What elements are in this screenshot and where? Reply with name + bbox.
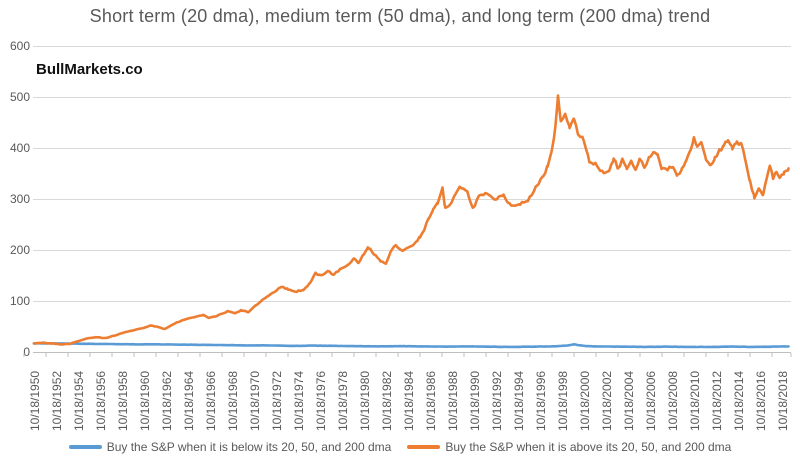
x-axis-tick-label: 10/18/2000 [578,371,592,431]
x-axis-tick-label: 10/18/1980 [358,371,372,431]
x-axis-tick-label: 10/18/2006 [644,371,658,431]
legend-label-above: Buy the S&P when it is above its 20, 50,… [445,440,732,454]
y-axis-tick-label: 500 [10,90,30,104]
x-axis-tick-label: 10/18/1998 [556,371,570,431]
legend-item-below: Buy the S&P when it is below its 20, 50,… [68,440,392,454]
x-axis-tick-label: 10/18/2018 [776,371,790,431]
watermark: BullMarkets.co [36,61,143,78]
x-axis-tick-label: 10/18/1996 [534,371,548,431]
y-axis-tick-label: 300 [10,192,30,206]
x-axis-tick-label: 10/18/2014 [732,371,746,431]
legend: Buy the S&P when it is below its 20, 50,… [0,437,800,457]
legend-line-sample-below [68,445,102,449]
legend-item-above: Buy the S&P when it is above its 20, 50,… [407,440,731,454]
x-axis-tick-label: 10/18/2016 [754,371,768,431]
x-axis-tick-label: 10/18/1970 [248,371,262,431]
x-axis-tick-label: 10/18/1990 [468,371,482,431]
x-axis-tick-label: 10/18/1958 [116,371,130,431]
x-axis-tick-label: 10/18/1992 [490,371,504,431]
x-axis-tick-label: 10/18/1982 [380,371,394,431]
x-axis-tick-label: 10/18/1956 [94,371,108,431]
x-axis-tick-label: 10/18/1984 [402,371,416,431]
x-axis-tick-label: 10/18/1964 [182,371,196,431]
x-axis-tick-label: 10/18/1952 [50,371,64,431]
legend-label-below: Buy the S&P when it is below its 20, 50,… [106,440,392,454]
x-axis-tick-label: 10/18/1976 [314,371,328,431]
series-line-above [32,94,790,346]
x-axis-tick-label: 10/18/1978 [336,371,350,431]
x-axis-tick-label: 10/18/1974 [292,371,306,431]
x-axis-tick-label: 10/18/2002 [600,371,614,431]
x-axis-tick-label: 10/18/1988 [446,371,460,431]
x-axis-tick-label: 10/18/2010 [688,371,702,431]
x-axis-tick-label: 10/18/1950 [28,371,42,431]
legend-line-sample-above [407,445,441,449]
y-axis-tick-label: 600 [10,39,30,53]
x-axis-tick-label: 10/18/2004 [622,371,636,431]
y-axis-tick-label: 0 [23,345,30,359]
x-axis-tick-label: 10/18/1986 [424,371,438,431]
x-axis-tick-label: 10/18/1994 [512,371,526,431]
x-axis-tick-label: 10/18/1972 [270,371,284,431]
x-axis-tick-label: 10/18/1968 [226,371,240,431]
series-line-below [32,342,790,349]
y-axis-tick-label: 100 [10,294,30,308]
x-axis-tick-label: 10/18/1954 [72,371,86,431]
x-axis-tick-label: 10/18/1962 [160,371,174,431]
x-axis-tick-label: 10/18/2012 [710,371,724,431]
x-axis-tick-label: 10/18/1966 [204,371,218,431]
y-axis-tick-label: 200 [10,243,30,257]
x-axis-tick-label: 10/18/2008 [666,371,680,431]
y-axis-tick-label: 400 [10,141,30,155]
x-axis-tick-label: 10/18/1960 [138,371,152,431]
chart-title: Short term (20 dma), medium term (50 dma… [89,6,711,26]
